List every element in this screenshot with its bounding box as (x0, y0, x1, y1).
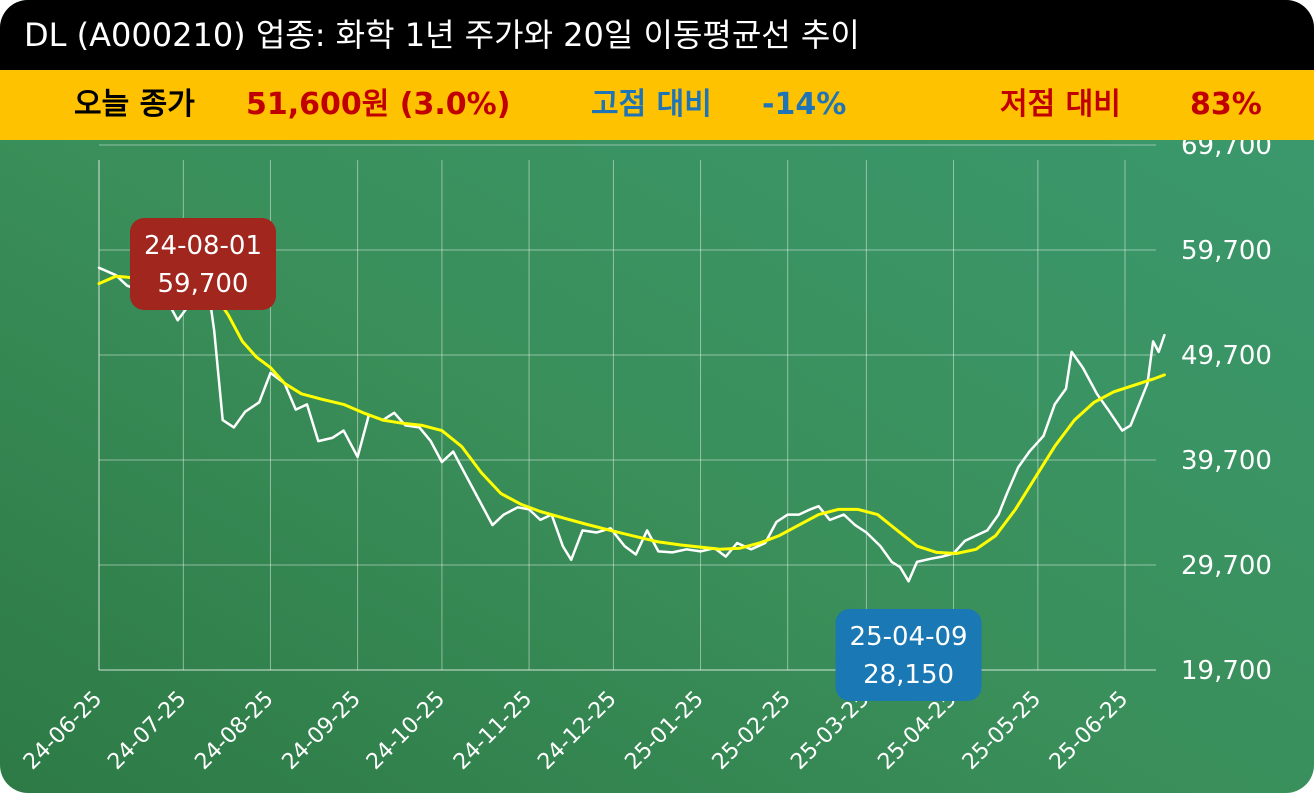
high-callout-value: 59,700 (158, 269, 249, 299)
x-tick-label-4: 24-10-25 (362, 687, 450, 775)
low-label: 저점 대비 (1000, 87, 1121, 122)
y-tick-label-1: 59,700 (1181, 236, 1272, 266)
chart-grid (98, 144, 1156, 671)
x-tick-label-8: 25-02-25 (708, 687, 796, 775)
y-tick-label-4: 29,700 (1181, 551, 1272, 581)
x-tick-label-3: 24-09-25 (278, 687, 366, 775)
low-callout-value: 28,150 (863, 660, 954, 690)
x-tick-label-2: 24-08-25 (190, 687, 278, 775)
x-tick-label-7: 25-01-25 (620, 687, 708, 775)
close-label: 오늘 종가 (74, 87, 195, 122)
high-callout-box (130, 218, 277, 310)
x-tick-label-12: 25-06-25 (1045, 687, 1133, 775)
y-tick-label-5: 19,700 (1181, 656, 1272, 686)
chart-callouts: 24-08-01 59,700 25-04-09 28,150 (130, 218, 982, 701)
y-tick-label-3: 39,700 (1181, 446, 1272, 476)
low-callout-box (835, 609, 982, 701)
close-value: 51,600원 (3.0%) (246, 87, 511, 122)
chart-title: DL (A000210) 업종: 화학 1년 주가와 20일 이동평균선 추이 (0, 0, 1314, 70)
y-tick-label-2: 49,700 (1181, 341, 1272, 371)
ma20-line (97, 274, 1166, 555)
price-line (97, 248, 1166, 583)
x-tick-label-5: 24-11-25 (449, 687, 537, 775)
x-tick-label-0: 24-06-25 (19, 687, 107, 775)
low-value: 83% (1190, 87, 1262, 122)
chart-lines (97, 248, 1166, 583)
x-tick-label-6: 24-12-25 (533, 687, 621, 775)
high-label: 고점 대비 (591, 87, 712, 122)
high-value: -14% (762, 87, 847, 122)
x-tick-label-1: 24-07-25 (103, 687, 191, 775)
low-callout-date: 25-04-09 (850, 622, 968, 652)
stat-bar: 오늘 종가 51,600원 (3.0%) 고점 대비 -14% 저점 대비 83… (0, 70, 1314, 140)
high-callout-date: 24-08-01 (144, 231, 262, 261)
